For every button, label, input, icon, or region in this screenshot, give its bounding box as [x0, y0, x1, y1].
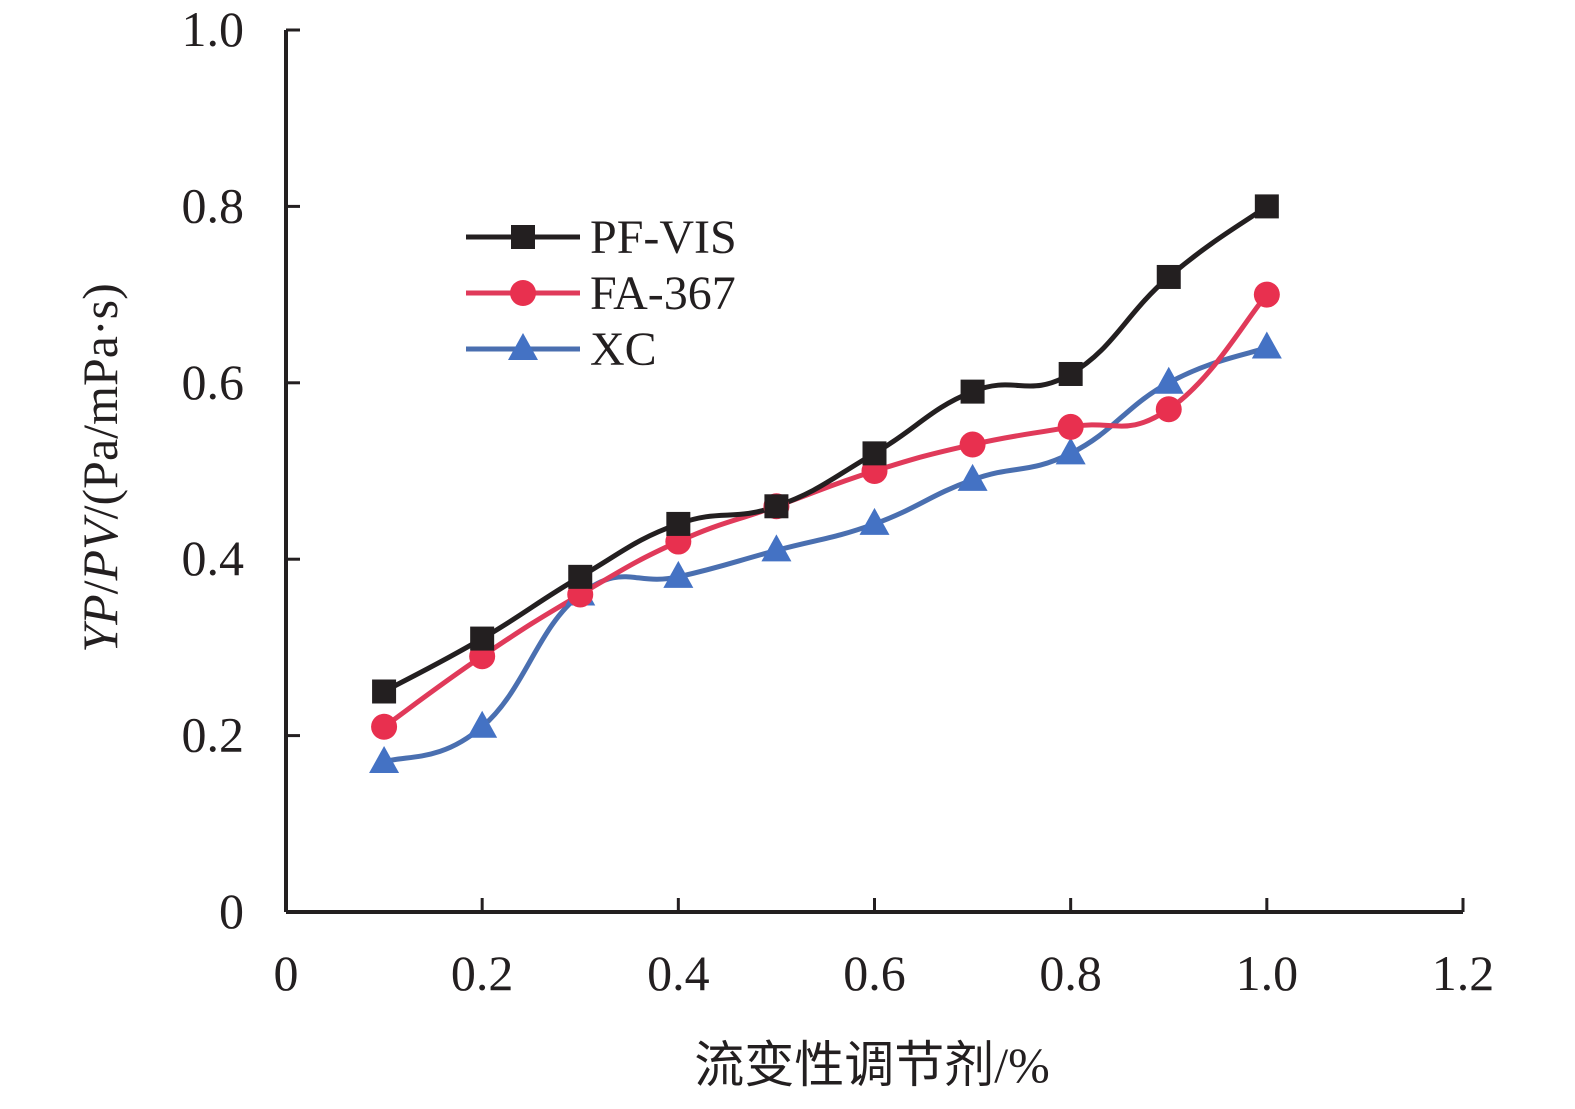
- series-line-pf-vis: [381, 203, 1270, 694]
- data-point-xc: [1055, 437, 1086, 465]
- x-tick-label: 0.4: [647, 945, 710, 1001]
- y-tick-label: 0: [219, 883, 244, 939]
- data-point-fa-367: [1253, 281, 1280, 308]
- x-axis-title: 流变性调节剂/%: [694, 1037, 1050, 1093]
- x-tick-label: 1.0: [1236, 945, 1299, 1001]
- data-point-pf-vis: [1156, 264, 1181, 289]
- data-point-xc: [467, 710, 498, 738]
- y-tick-label: 1.0: [182, 1, 245, 57]
- y-tick-label: 0.8: [182, 177, 245, 233]
- series-line-fa-367: [381, 292, 1270, 730]
- y-axis-title-pv: PV: [72, 514, 128, 582]
- data-point-pf-vis: [764, 494, 789, 519]
- tick-labels: 0 0.2 0.4 0.6 0.8 1.0 0 0.2 0.4 0.6 0.8 1.0 1.2: [182, 1, 1495, 1001]
- y-axis-title-yp: YP: [72, 594, 128, 652]
- legend-label-pf-vis: PF-VIS: [590, 211, 737, 264]
- y-tick-label: 0.2: [182, 707, 245, 763]
- x-tick-label: 0: [274, 945, 299, 1001]
- y-tick-label: 0.4: [182, 530, 245, 586]
- axes: [284, 28, 1465, 914]
- y-axis-title-sep: /: [72, 580, 128, 594]
- data-point-fa-367: [371, 713, 398, 740]
- legend-marker-pf-vis: [511, 225, 535, 249]
- legend-label-xc: XC: [590, 323, 657, 376]
- data-point-xc: [1153, 366, 1184, 394]
- data-point-fa-367: [1057, 413, 1084, 440]
- data-point-xc: [663, 560, 694, 588]
- y-axis-title: YP/PV/(Pa/mPa·s): [72, 283, 128, 652]
- series-markers: [369, 194, 1282, 774]
- data-point-xc: [1251, 331, 1282, 359]
- data-point-pf-vis: [1058, 361, 1083, 386]
- data-point-fa-367: [1155, 396, 1182, 423]
- data-point-pf-vis: [960, 379, 985, 404]
- data-point-xc: [859, 507, 890, 535]
- y-tick-label: 0.6: [182, 354, 245, 410]
- data-point-fa-367: [959, 431, 986, 458]
- data-point-pf-vis: [1254, 194, 1279, 219]
- x-tick-label: 1.2: [1432, 945, 1495, 1001]
- series-line-xc: [381, 345, 1270, 765]
- legend-marker-xc: [508, 333, 538, 360]
- legend-label-fa-367: FA-367: [590, 267, 736, 320]
- data-point-pf-vis: [666, 511, 691, 536]
- data-point-xc: [761, 534, 792, 562]
- y-axis-title-units: /(Pa/mPa·s): [72, 283, 128, 519]
- data-point-pf-vis: [862, 441, 887, 466]
- series-lines: [381, 203, 1270, 765]
- data-point-pf-vis: [372, 679, 397, 704]
- data-point-xc: [369, 746, 400, 774]
- data-point-pf-vis: [470, 626, 495, 651]
- data-point-pf-vis: [568, 564, 593, 589]
- data-point-xc: [957, 463, 988, 491]
- x-tick-label: 0.2: [451, 945, 514, 1001]
- x-tick-label: 0.6: [843, 945, 906, 1001]
- legend-marker-fa-367: [510, 280, 536, 306]
- x-tick-label: 0.8: [1039, 945, 1102, 1001]
